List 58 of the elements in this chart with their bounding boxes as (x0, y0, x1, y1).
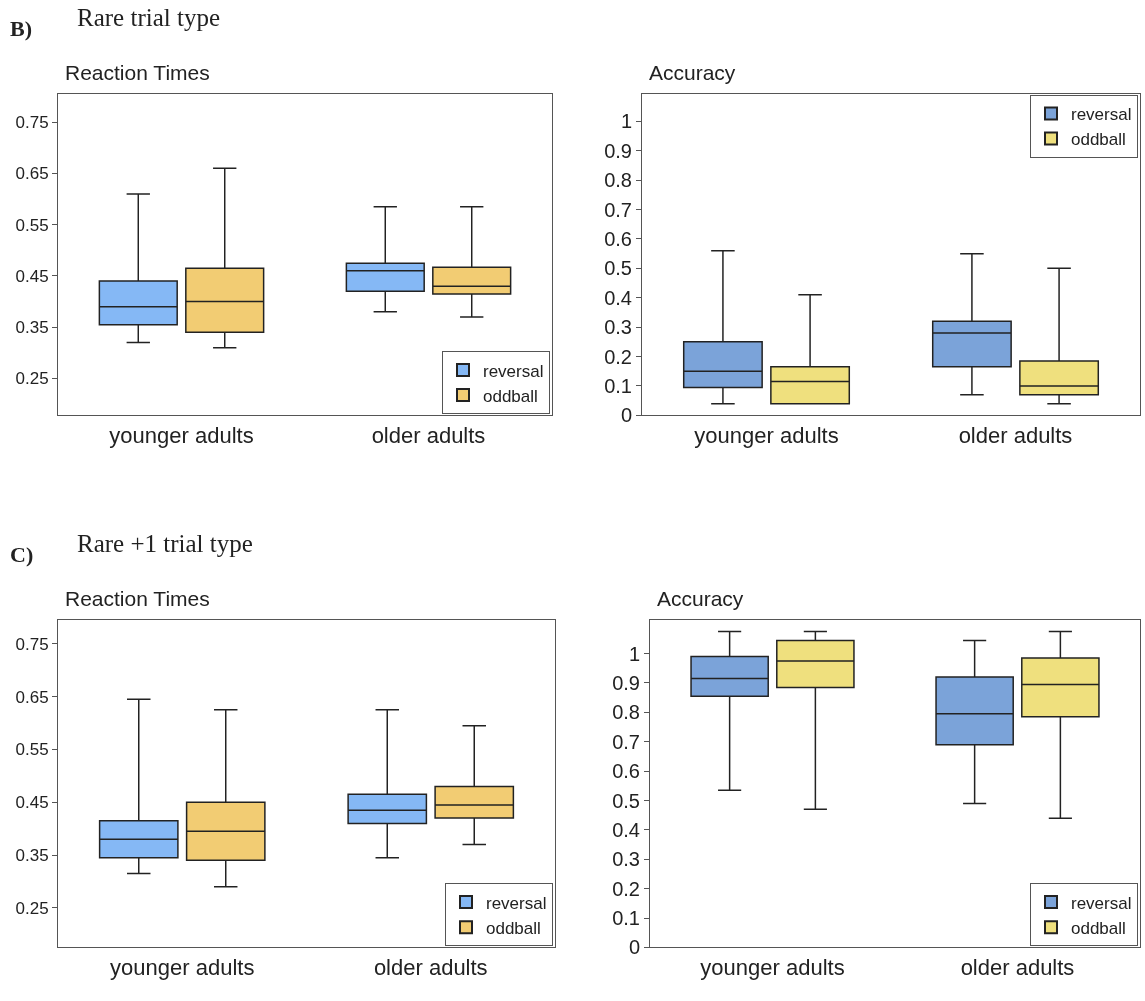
x-tick-label: older adults (960, 954, 1075, 980)
x-tick-label: younger adults (110, 954, 255, 980)
legend-label: oddball (483, 386, 538, 406)
y-tick-label: 0.1 (604, 374, 632, 397)
y-tick-label: 0.55 (15, 215, 49, 235)
y-tick-label: 0.5 (604, 257, 632, 280)
y-tick-label: 0.2 (604, 345, 632, 368)
x-tick-label: younger adults (109, 422, 254, 448)
chart-title: Reaction Times (65, 61, 210, 84)
y-tick-label: 0.75 (15, 634, 49, 654)
y-tick-label: 1 (620, 110, 632, 133)
x-tick-label: older adults (373, 954, 488, 980)
chart-title: Reaction Times (65, 587, 210, 610)
x-tick-label: older adults (371, 422, 486, 448)
y-tick-label: 0.7 (604, 198, 632, 221)
legend-label: reversal (483, 361, 544, 381)
legend-label: reversal (486, 893, 547, 913)
chart-title: Accuracy (657, 587, 744, 610)
y-tick-label: 0.25 (15, 898, 49, 918)
y-tick-label: 0.9 (604, 139, 632, 162)
y-tick-label: 0.45 (15, 793, 49, 813)
legend-label: oddball (486, 918, 541, 938)
y-tick-label: 0.3 (604, 316, 632, 339)
legend-label: oddball (1071, 130, 1126, 150)
y-tick-label: 0.6 (612, 760, 640, 783)
y-tick-label: 0.7 (612, 730, 640, 753)
text: Rare trial type (77, 4, 220, 31)
x-tick-label: younger adults (700, 954, 845, 980)
text: C) (10, 542, 34, 567)
y-tick-label: 1 (628, 642, 640, 665)
y-tick-label: 0.55 (15, 740, 49, 760)
x-tick-label: younger adults (694, 422, 839, 448)
y-tick-label: 0.4 (612, 818, 640, 841)
y-tick-label: 0 (620, 404, 632, 427)
y-tick-label: 0.9 (612, 672, 640, 694)
y-tick-label: 0.65 (15, 164, 49, 184)
y-tick-label: 0.4 (604, 286, 632, 309)
y-tick-label: 0 (628, 936, 640, 959)
legend-label: oddball (1071, 918, 1126, 938)
text: Rare +1 trial type (77, 530, 253, 557)
y-tick-label: 0.75 (15, 113, 49, 133)
y-tick-label: 0.3 (612, 848, 640, 871)
chart-title: Accuracy (649, 61, 736, 84)
y-tick-label: 0.2 (612, 877, 640, 900)
text: B) (10, 16, 32, 41)
y-tick-label: 0.1 (612, 907, 640, 930)
y-tick-label: 0.25 (15, 369, 49, 389)
y-tick-label: 0.35 (15, 846, 49, 866)
x-tick-label: older adults (958, 422, 1073, 448)
legend-label: reversal (1071, 105, 1132, 125)
y-tick-label: 0.8 (604, 169, 632, 192)
y-tick-label: 0.35 (15, 318, 49, 338)
y-tick-label: 0.65 (15, 687, 49, 707)
y-tick-label: 0.6 (604, 227, 632, 250)
y-tick-label: 0.45 (15, 266, 49, 286)
legend-label: reversal (1071, 893, 1132, 913)
y-tick-label: 0.8 (612, 701, 640, 724)
y-tick-label: 0.5 (612, 789, 640, 812)
